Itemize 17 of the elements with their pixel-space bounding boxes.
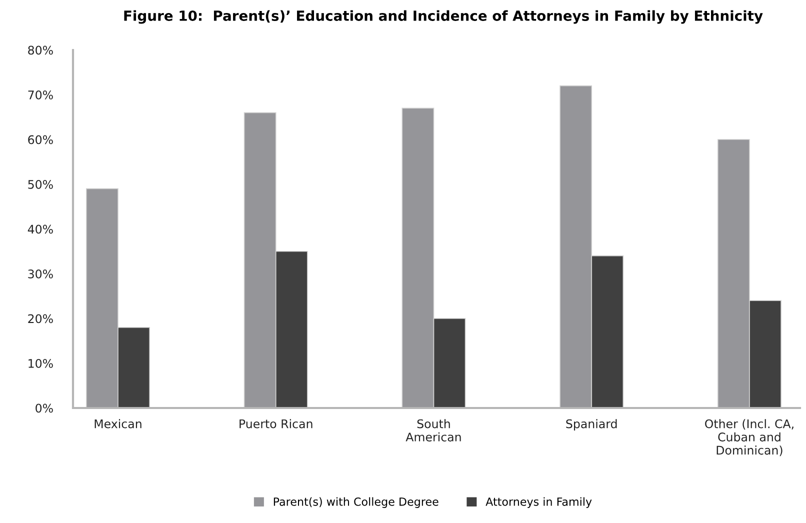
- y-tick-label: 30%: [28, 269, 53, 278]
- chart-title: Figure 10: Parent(s)’ Education and Incidence of Attorneys in Family by Ethnicity: [124, 10, 763, 24]
- y-tick-label: 20%: [28, 314, 53, 324]
- y-tick-label: 50%: [28, 180, 53, 189]
- y-tick-label: 60%: [28, 135, 53, 144]
- legend-label: Parent(s) with College Degree: [274, 497, 438, 508]
- x-tick-label: South American: [406, 419, 461, 442]
- x-tick-label: Mexican: [94, 419, 142, 428]
- y-tick-label: 40%: [28, 224, 53, 234]
- y-tick-label: 0%: [36, 404, 53, 413]
- y-tick-label: 80%: [28, 46, 53, 55]
- x-tick-label: Spaniard: [566, 419, 617, 431]
- y-tick-label: 10%: [28, 358, 53, 368]
- x-tick-label: Puerto Rican: [240, 419, 312, 428]
- legend-label: Attorneys in Family: [486, 497, 592, 508]
- x-tick-label: Other (Incl. CA, Cuban and Dominican): [705, 419, 794, 456]
- y-tick-label: 70%: [28, 90, 53, 100]
